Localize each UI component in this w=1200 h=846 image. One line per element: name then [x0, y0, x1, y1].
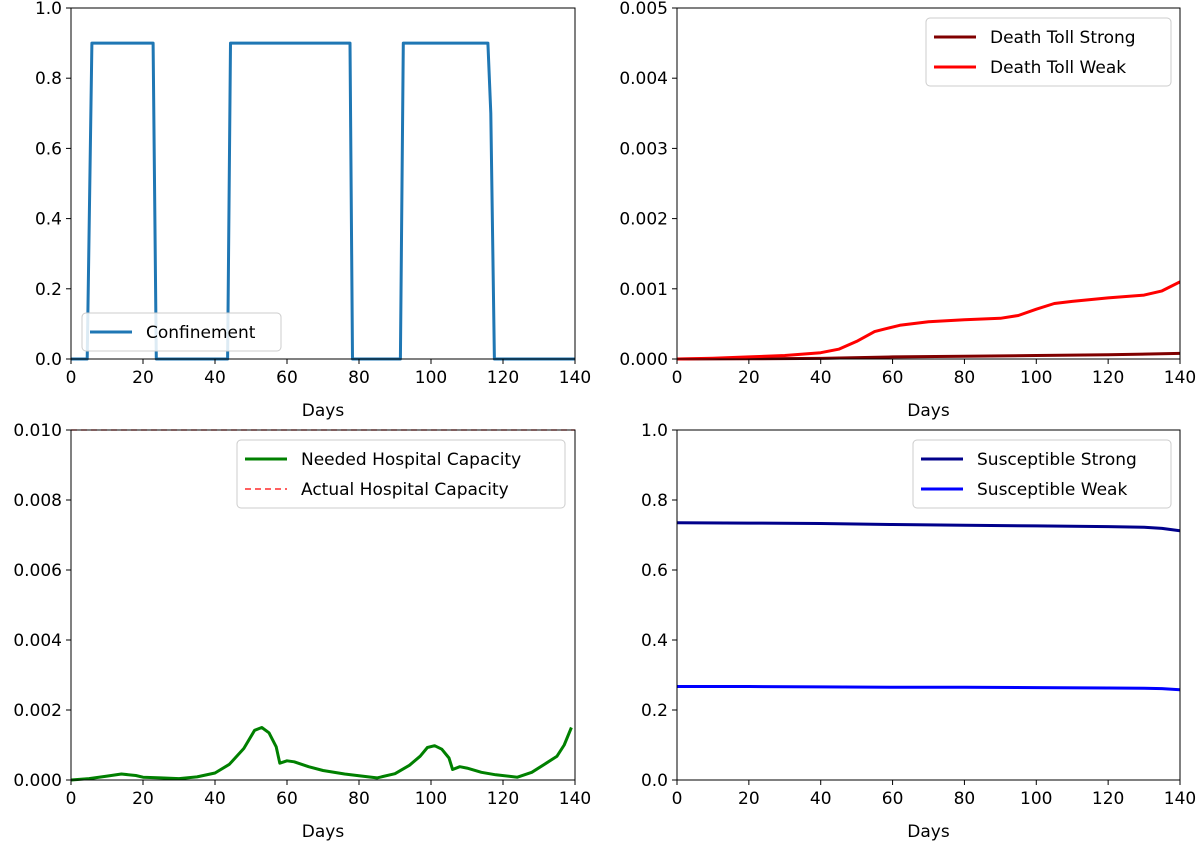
- x-tick-label: 0: [66, 368, 77, 388]
- x-tick-label: 0: [672, 368, 683, 388]
- y-tick-label: 0.0: [35, 350, 62, 370]
- x-tick-label: 80: [348, 789, 370, 809]
- x-tick-label: 140: [559, 789, 591, 809]
- legend: Death Toll Strong Death Toll Weak: [925, 17, 1172, 87]
- y-tick-label: 1.0: [641, 421, 668, 441]
- x-tick-label: 120: [487, 368, 519, 388]
- legend: Confinement: [81, 312, 282, 352]
- plot-frame: [676, 7, 1181, 360]
- x-tick-label: 20: [132, 789, 154, 809]
- y-tick-label: 0.2: [641, 701, 668, 721]
- x-tick-label: 80: [954, 789, 976, 809]
- y-tick-label: 0.003: [619, 139, 668, 159]
- series-line-needed-hospital-capacity: [71, 726, 573, 782]
- legend-box: [236, 439, 566, 509]
- x-tick-label: 40: [204, 368, 226, 388]
- series-line-confinement: [71, 41, 575, 361]
- plot-frame: [70, 429, 576, 781]
- x-tick-label: 80: [954, 368, 976, 388]
- y-tick-label: 0.006: [13, 561, 62, 581]
- y-tick-label: 0.010: [13, 421, 62, 441]
- x-tick-label: 140: [559, 368, 591, 388]
- x-tick-label: 20: [132, 368, 154, 388]
- plot-frame: [70, 7, 576, 360]
- x-tick-label: 20: [738, 368, 760, 388]
- x-tick-label: 0: [66, 789, 77, 809]
- x-tick-label: 140: [1164, 789, 1196, 809]
- y-tick-label: 0.002: [619, 210, 668, 230]
- x-tick-label: 60: [882, 368, 904, 388]
- legend-box: [81, 312, 282, 352]
- series-group: [677, 280, 1180, 361]
- y-tick-label: 0.6: [641, 561, 668, 581]
- legend-label-needed-hospital-capacity: Needed Hospital Capacity: [301, 450, 521, 470]
- series-group: [71, 41, 575, 361]
- x-axis-label: Days: [907, 401, 950, 421]
- y-tick-label: 0.004: [13, 631, 62, 651]
- chart-panel-2: 0 20 40 60 80 100 120 140 0.000 0.001 0.002 0.003 0.…: [619, 0, 1196, 421]
- y-tick-label: 1.0: [35, 0, 62, 19]
- series-line-death-toll-weak: [677, 280, 1180, 361]
- legend-label-susceptible-weak: Susceptible Weak: [977, 480, 1127, 500]
- x-axis-label: Days: [302, 401, 345, 421]
- y-tick-label: 0.000: [13, 771, 62, 791]
- legend: Needed Hospital Capacity Actual Hospital …: [236, 439, 566, 509]
- x-tick-label: 140: [1164, 368, 1196, 388]
- y-tick-label: 0.004: [619, 69, 668, 89]
- y-tick-label: 0.2: [35, 280, 62, 300]
- x-tick-label: 100: [1020, 368, 1052, 388]
- y-tick-label: 0.8: [641, 491, 668, 511]
- legend-label-death-toll-strong: Death Toll Strong: [990, 28, 1136, 48]
- x-tick-label: 60: [276, 789, 298, 809]
- x-tick-label: 120: [487, 789, 519, 809]
- x-tick-label: 20: [738, 789, 760, 809]
- series-group: [677, 521, 1180, 692]
- x-tick-label: 0: [672, 789, 683, 809]
- y-tick-label: 0.005: [619, 0, 668, 19]
- x-tick-label: 100: [1020, 789, 1052, 809]
- plot-frame: [676, 429, 1181, 781]
- chart-panel-3: 0 20 40 60 80 100 120 140 0.000 0.002 0.004 0.006 0.…: [13, 421, 591, 842]
- y-tick-label: 0.4: [35, 210, 62, 230]
- x-tick-label: 100: [415, 368, 447, 388]
- y-tick-label: 0.000: [619, 350, 668, 370]
- legend-label-confinement: Confinement: [146, 323, 256, 343]
- legend: Susceptible Strong Susceptible Weak: [912, 439, 1172, 509]
- x-tick-label: 60: [882, 789, 904, 809]
- legend-label-death-toll-weak: Death Toll Weak: [990, 58, 1126, 78]
- x-tick-label: 100: [415, 789, 447, 809]
- x-tick-label: 120: [1092, 789, 1124, 809]
- legend-label-susceptible-strong: Susceptible Strong: [977, 450, 1137, 470]
- x-tick-label: 60: [276, 368, 298, 388]
- legend-label-actual-hospital-capacity: Actual Hospital Capacity: [301, 480, 509, 500]
- y-tick-label: 0.0: [641, 771, 668, 791]
- chart-panel-4: 0 20 40 60 80 100 120 140 0.0 0.2 0.4 0.6 0.8 1.0 Days…: [641, 421, 1196, 842]
- x-tick-label: 80: [348, 368, 370, 388]
- legend-box: [912, 439, 1172, 509]
- y-tick-label: 0.4: [641, 631, 668, 651]
- x-axis-label: Days: [302, 822, 345, 842]
- y-tick-label: 0.8: [35, 69, 62, 89]
- x-tick-label: 40: [204, 789, 226, 809]
- x-axis-label: Days: [907, 822, 950, 842]
- y-tick-label: 0.001: [619, 280, 668, 300]
- x-tick-label: 40: [810, 789, 832, 809]
- chart-panel-1: 0 20 40 60 80 100 120 140 0.0 0.2 0.4 0.6 0.8 1.0 Days…: [35, 0, 591, 421]
- series-line-susceptible-weak: [677, 685, 1180, 692]
- legend-box: [925, 17, 1172, 87]
- y-tick-label: 0.008: [13, 491, 62, 511]
- y-tick-label: 0.002: [13, 701, 62, 721]
- series-line-susceptible-strong: [677, 521, 1180, 533]
- x-tick-label: 40: [810, 368, 832, 388]
- x-tick-label: 120: [1092, 368, 1124, 388]
- y-tick-label: 0.6: [35, 139, 62, 159]
